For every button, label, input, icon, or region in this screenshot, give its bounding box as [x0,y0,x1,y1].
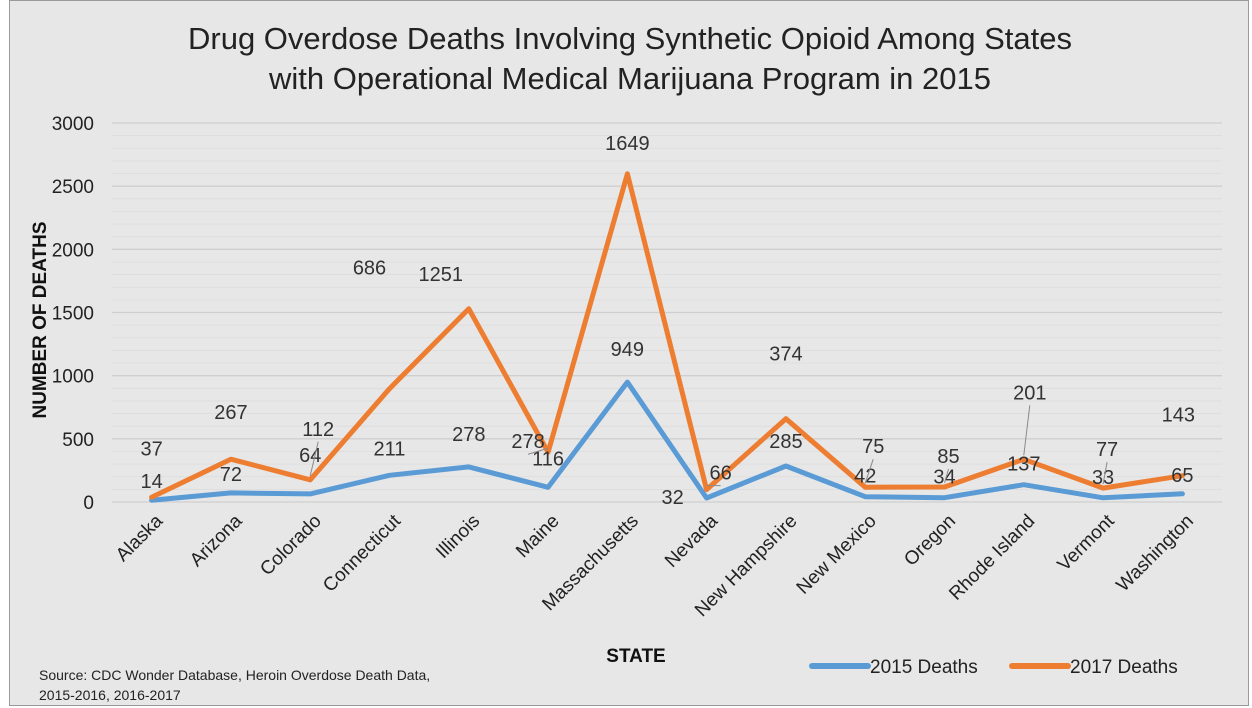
data-label-2017: 1649 [605,133,650,155]
data-label-2017: 374 [769,344,802,366]
y-tick-label: 500 [62,430,94,451]
data-label-2017: 66 [710,463,732,485]
x-tick-label: Rhode Island [945,511,1039,605]
data-label-2015: 949 [611,339,644,361]
label-leader-line [1102,462,1108,485]
y-tick-label: 3000 [52,114,94,135]
x-tick-label: New Mexico [793,511,881,599]
x-tick-label: Vermont [1054,510,1119,575]
y-tick-label: 2000 [52,240,94,261]
data-label-2017: 75 [862,436,884,458]
y-tick-label: 2500 [52,177,94,198]
x-tick-label: Alaska [112,510,167,565]
legend-label-0: 2015 Deaths [870,657,978,678]
data-label-2015: 32 [662,487,684,509]
source-note: Source: CDC Wonder Database, Heroin Over… [39,667,431,703]
data-label-2015: 34 [933,467,955,489]
label-leader-line [944,468,949,484]
x-tick-label: Illinois [432,511,484,563]
y-tick-label: 1500 [52,304,94,325]
data-label-2017: 201 [1013,382,1046,404]
data-label-2015: 65 [1171,465,1193,487]
y-tick-label: 0 [83,493,94,514]
x-tick-label: Oregon [900,511,960,571]
data-label-2015: 285 [769,431,802,453]
x-tick-label: Washington [1113,511,1198,596]
data-label-2017: 143 [1162,405,1195,427]
data-label-2015: 278 [452,424,485,446]
label-leader-line [1023,405,1031,456]
label-leader-line [309,441,319,476]
x-axis-label: STATE [606,646,665,667]
x-tick-label: Maine [512,511,563,562]
series-2017-line [149,171,1185,500]
x-tick-label: Nevada [661,510,722,571]
data-label-2015: 211 [374,438,406,460]
data-label-2015: 64 [299,445,321,467]
data-label-2017: 1251 [419,264,464,286]
y-tick-label: 1000 [52,367,94,388]
data-label-2017: 85 [937,446,959,468]
x-tick-label: Connecticut [319,510,405,596]
data-label-2017: 267 [214,402,247,424]
chart-title-line-2: with Operational Medical Marijuana Progr… [269,61,991,96]
data-label-2015: 137 [1007,454,1040,476]
x-tick-label: Arizona [186,510,247,571]
data-label-2015: 14 [141,471,163,493]
chart-title-line-1: Drug Overdose Deaths Involving Synthetic… [188,21,1072,56]
series-2015-line [149,379,1185,503]
data-label-2017: 686 [353,258,386,280]
data-label-2017: 37 [141,438,163,460]
data-label-2017: 278 [511,431,544,453]
data-label-2017: 112 [302,419,334,441]
x-tick-label: Colorado [256,511,325,580]
data-label-2015: 72 [220,464,242,486]
data-label-2015: 33 [1092,467,1114,489]
label-leader-line [864,459,874,484]
data-label-2017: 77 [1096,439,1118,461]
chart-frame: Drug Overdose Deaths Involving Synthetic… [9,0,1249,706]
y-axis-label: NUMBER OF DEATHS [30,221,51,418]
data-label-2015: 116 [532,448,564,470]
data-label-2015: 42 [854,466,876,488]
chart-title: Drug Overdose Deaths Involving Synthetic… [10,19,1250,99]
label-leader-line [527,447,549,455]
legend-label-1: 2017 Deaths [1070,657,1178,678]
